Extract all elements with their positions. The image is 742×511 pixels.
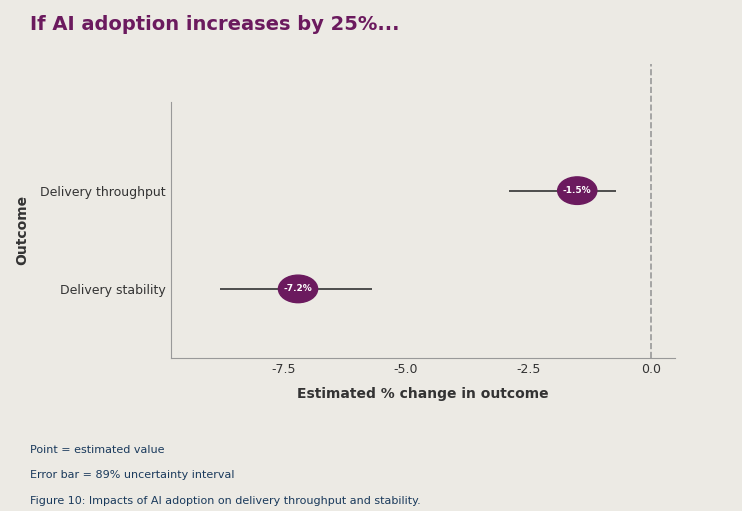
Ellipse shape	[558, 177, 597, 204]
Text: -7.2%: -7.2%	[283, 285, 312, 293]
X-axis label: Estimated % change in outcome: Estimated % change in outcome	[297, 387, 549, 401]
Text: Error bar = 89% uncertainty interval: Error bar = 89% uncertainty interval	[30, 470, 234, 480]
Text: Point = estimated value: Point = estimated value	[30, 445, 164, 455]
Text: Figure 10: Impacts of AI adoption on delivery throughput and stability.: Figure 10: Impacts of AI adoption on del…	[30, 496, 421, 506]
Text: If AI adoption increases by 25%...: If AI adoption increases by 25%...	[30, 15, 399, 34]
Text: -1.5%: -1.5%	[563, 186, 591, 195]
Ellipse shape	[278, 275, 318, 303]
Y-axis label: Outcome: Outcome	[15, 195, 29, 265]
